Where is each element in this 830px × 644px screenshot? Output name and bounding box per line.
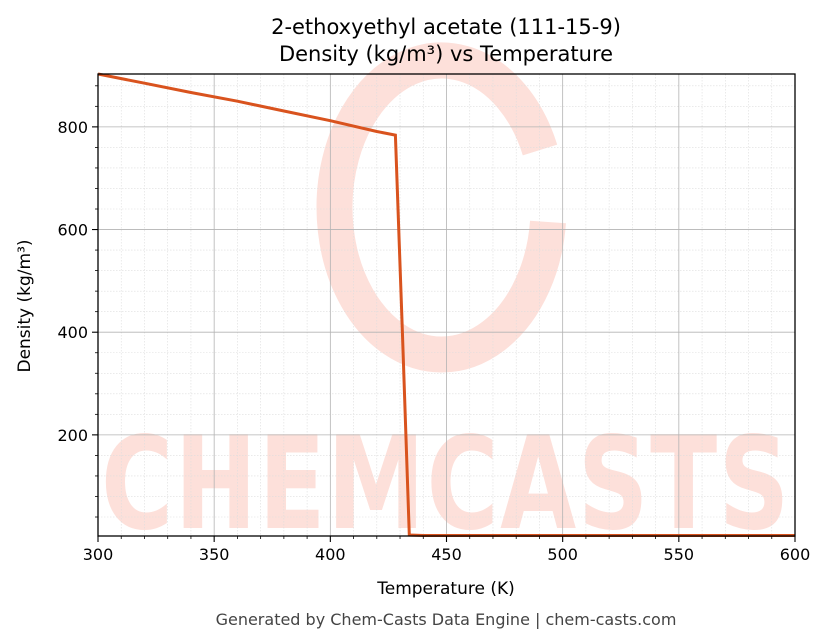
y-axis-ticks: 200 400 600 800 [57,85,98,518]
x-tick-label: 500 [547,545,578,564]
x-tick-label: 550 [664,545,695,564]
x-axis-ticks: 300 350 400 450 500 550 600 [83,536,811,564]
y-tick-label: 200 [57,426,88,445]
x-tick-label: 300 [83,545,114,564]
footer-credit: Generated by Chem-Casts Data Engine | ch… [216,610,677,629]
y-tick-label: 600 [57,221,88,240]
watermark: CHEMCASTS [101,42,789,559]
x-axis-label: Temperature (K) [376,579,515,599]
chart-title-line1: 2-ethoxyethyl acetate (111-15-9) [271,15,621,39]
x-tick-label: 600 [780,545,811,564]
y-tick-label: 400 [57,323,88,342]
x-tick-label: 450 [431,545,462,564]
y-tick-label: 800 [57,118,88,137]
x-tick-label: 400 [315,545,346,564]
x-tick-label: 350 [199,545,230,564]
y-axis-label: Density (kg/m³) [15,239,35,372]
chart-title-line2: Density (kg/m³) vs Temperature [279,42,613,66]
